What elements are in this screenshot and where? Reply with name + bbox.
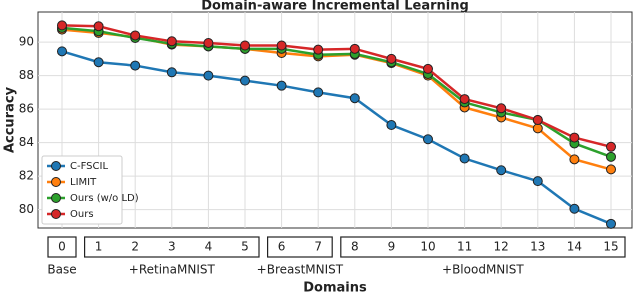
- legend-box: [41, 155, 123, 225]
- legend-marker: [51, 193, 61, 203]
- x-tick-label: 9: [388, 240, 396, 254]
- marker: [93, 21, 104, 32]
- marker: [569, 154, 580, 165]
- marker: [166, 67, 177, 78]
- x-tick-label: 11: [457, 240, 472, 254]
- marker: [386, 53, 397, 64]
- x-tick-label: 10: [420, 240, 435, 254]
- marker: [166, 36, 177, 47]
- group-box: [47, 236, 77, 258]
- x-tick-label: 7: [314, 240, 322, 254]
- legend-label: C-FSCIL: [70, 161, 108, 172]
- marker: [57, 46, 67, 57]
- chart-title: Domain-aware Incremental Learning: [201, 0, 469, 14]
- marker: [606, 141, 616, 152]
- line: [61, 26, 612, 159]
- marker: [276, 40, 287, 51]
- legend-label: Ours: [70, 209, 94, 220]
- marker: [423, 134, 433, 145]
- y-axis-label: Accuracy: [3, 86, 18, 153]
- marker: [532, 115, 543, 125]
- legend-label: LIMIT: [70, 177, 97, 188]
- x-tick-label: 5: [241, 240, 249, 254]
- legend-marker: [51, 161, 61, 171]
- group-label: +BreastMNIST: [257, 263, 344, 277]
- marker: [240, 75, 250, 86]
- legend-label: Ours (w/o LD): [70, 193, 139, 204]
- legend-marker: [51, 209, 61, 219]
- marker: [532, 176, 543, 187]
- marker: [240, 40, 250, 51]
- marker: [130, 60, 141, 71]
- x-tick-label: 13: [530, 240, 545, 254]
- x-tick-label: 12: [494, 240, 509, 254]
- group-box: [267, 236, 333, 258]
- group-label: +RetinaMNIST: [129, 263, 216, 277]
- y-tick-label: 84: [19, 135, 34, 149]
- x-tick-label: 0: [58, 240, 66, 254]
- marker: [532, 123, 543, 134]
- y-tick-label: 82: [19, 169, 34, 183]
- x-tick-label: 14: [567, 240, 582, 254]
- group-box: [83, 236, 260, 258]
- marker: [496, 103, 507, 114]
- x-tick-label: 15: [603, 240, 618, 254]
- marker: [569, 132, 580, 143]
- marker: [606, 151, 616, 162]
- line: [61, 50, 612, 225]
- marker: [386, 120, 397, 131]
- marker: [93, 57, 104, 68]
- marker: [496, 165, 507, 176]
- marker: [57, 20, 67, 31]
- group-label: Base: [47, 263, 76, 277]
- marker: [313, 87, 324, 98]
- x-tick-label: 1: [95, 240, 103, 254]
- x-tick-label: 2: [131, 240, 139, 254]
- marker: [349, 43, 360, 54]
- marker: [349, 93, 360, 104]
- marker: [313, 44, 324, 55]
- group-label: +BloodMNIST: [442, 263, 524, 277]
- y-tick-label: 88: [19, 68, 34, 82]
- marker: [276, 80, 287, 91]
- marker: [130, 30, 141, 41]
- marker: [569, 203, 580, 214]
- x-tick-label: 4: [205, 240, 213, 254]
- marker: [423, 63, 433, 74]
- y-tick-label: 86: [19, 102, 34, 116]
- x-tick-label: 6: [278, 240, 286, 254]
- x-tick-label: 3: [168, 240, 176, 254]
- marker: [459, 153, 470, 164]
- marker: [606, 218, 616, 229]
- line: [61, 24, 612, 149]
- x-tick-label: 8: [351, 240, 359, 254]
- marker: [203, 70, 214, 81]
- marker: [606, 164, 616, 175]
- marker: [459, 94, 470, 105]
- x-axis-label: Domains: [303, 281, 367, 296]
- group-box: [340, 236, 626, 258]
- y-tick-label: 80: [19, 202, 34, 216]
- marker: [203, 37, 214, 48]
- y-tick-label: 90: [19, 35, 34, 49]
- legend-marker: [51, 177, 61, 187]
